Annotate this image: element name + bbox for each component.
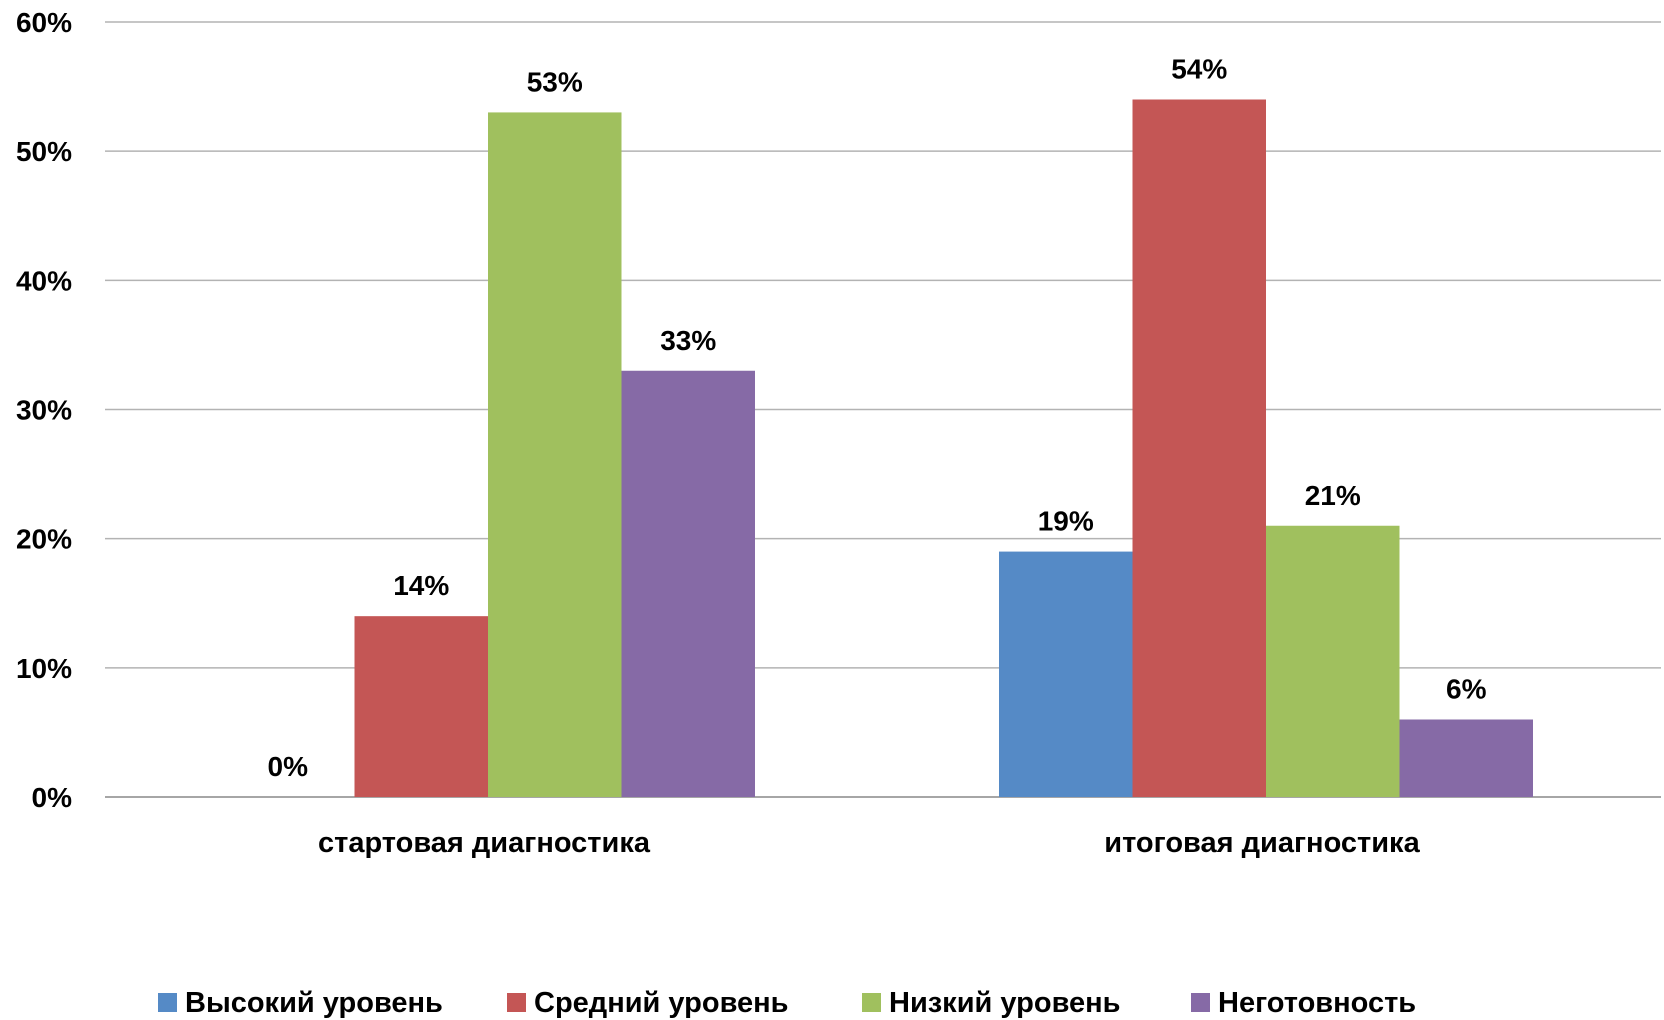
legend-label: Высокий уровень (185, 987, 443, 1019)
bar-3-2 (1266, 525, 1400, 797)
legend-label: Низкий уровень (889, 987, 1121, 1019)
data-labels: 0% 14% 53% 33% 19% 54% 21% 6% (268, 54, 1487, 783)
gridlines (105, 21, 1661, 798)
legend: Высокий уровень Средний уровень Низкий уро… (158, 987, 1416, 1019)
x-axis-categories: стартовая диагностика итоговая диагностик… (318, 827, 1421, 859)
y-tick-label: 20% (16, 524, 72, 555)
y-axis-ticks: 0% 10% 20% 30% 40% 50% 60% (16, 7, 72, 813)
y-tick-label: 60% (16, 7, 72, 38)
legend-swatch (507, 993, 526, 1012)
legend-label: Неготовность (1218, 987, 1416, 1019)
legend-swatch (1191, 993, 1210, 1012)
bar-2-1 (354, 616, 488, 797)
data-label: 14% (393, 570, 449, 601)
bar-4-2 (1399, 719, 1533, 797)
bar-4-1 (621, 370, 755, 797)
y-tick-label: 50% (16, 136, 72, 167)
legend-swatch (862, 993, 881, 1012)
bars (354, 99, 1533, 797)
data-label: 33% (660, 325, 716, 356)
data-label: 19% (1038, 506, 1094, 537)
data-label: 21% (1305, 480, 1361, 511)
y-tick-label: 40% (16, 265, 72, 296)
legend-swatch (158, 993, 177, 1012)
category-label: итоговая диагностика (1104, 827, 1420, 859)
legend-label: Средний уровень (534, 987, 789, 1019)
bar-2-2 (1132, 99, 1266, 797)
category-label: стартовая диагностика (318, 827, 651, 859)
y-tick-label: 0% (32, 782, 73, 813)
data-label: 0% (268, 751, 309, 782)
bar-3-1 (488, 112, 622, 797)
data-label: 54% (1171, 54, 1227, 85)
data-label: 6% (1446, 674, 1487, 705)
data-label: 53% (527, 66, 583, 97)
bar-1-2 (999, 551, 1133, 797)
y-tick-label: 30% (16, 395, 72, 426)
y-tick-label: 10% (16, 653, 72, 684)
